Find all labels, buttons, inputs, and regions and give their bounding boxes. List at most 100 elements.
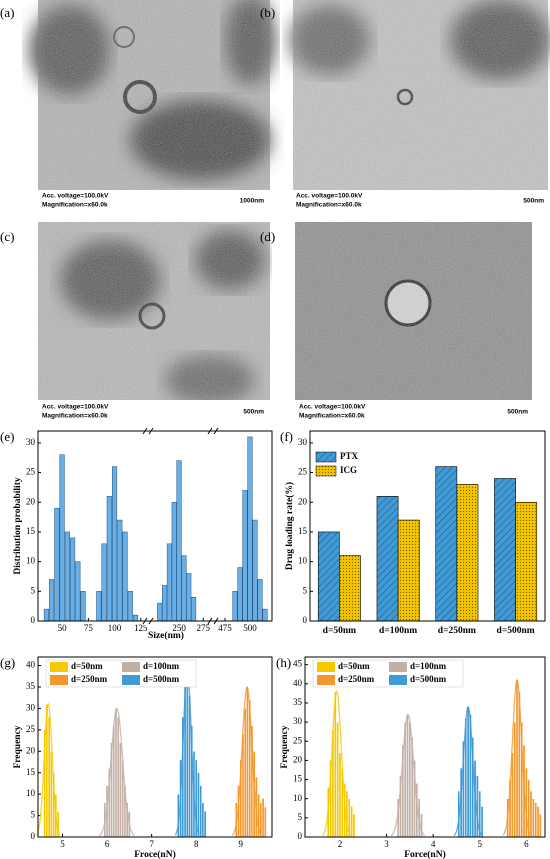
panel-label: (d) <box>260 229 275 244</box>
x-tick-label: 125 <box>134 623 148 633</box>
y-tick-label: 10 <box>26 788 36 798</box>
x-tick-label: 6 <box>105 839 110 849</box>
y-tick-label: 25 <box>26 467 36 477</box>
tem-d <box>295 222 532 422</box>
x-tick-label: d=500nm <box>497 626 535 636</box>
bar <box>75 561 81 622</box>
x-tick-label: 50 <box>58 623 68 633</box>
bar <box>350 806 353 838</box>
x-tick-label: 5 <box>478 839 483 849</box>
voltage: Acc. voltage=100.0kV <box>42 404 109 411</box>
bar <box>101 543 107 622</box>
y-tick-label: 15 <box>293 774 303 784</box>
bar <box>261 798 265 838</box>
fit-curve <box>322 690 352 836</box>
bar <box>376 496 399 622</box>
x-tick-label: 475 <box>218 623 232 633</box>
x-tick-label: d=100nm <box>379 626 417 636</box>
bar <box>185 669 189 838</box>
fit-curve <box>231 685 263 836</box>
y-tick-label: 30 <box>26 437 36 447</box>
magnification: Magnification=x60.0k <box>42 202 108 209</box>
bar <box>513 721 517 838</box>
y-tick-label: 15 <box>26 767 36 777</box>
x-tick-label: d=250nm <box>438 626 476 636</box>
x-axis-label: Froce(nN) <box>134 849 176 859</box>
bar <box>162 585 168 622</box>
x-tick-label: 7 <box>149 839 154 849</box>
charts: (e)50 75 100 125 250 275 475 500Size(nm)0510152… <box>0 427 546 859</box>
legend-swatch <box>122 662 140 672</box>
bar <box>531 798 535 838</box>
bar <box>64 531 70 622</box>
bar <box>338 752 342 838</box>
legend-label: d=50nm <box>71 661 103 671</box>
y-tick-label: 25 <box>26 724 36 734</box>
bar <box>111 466 118 622</box>
bar <box>191 597 197 622</box>
x-tick-label: 500 <box>243 623 257 633</box>
legend-label: d=250nm <box>71 674 108 684</box>
y-tick-label: 20 <box>293 754 303 764</box>
y-tick-label: 0 <box>303 615 308 625</box>
x-tick-label: 250 <box>172 623 186 633</box>
x-tick-label: 5 <box>60 839 65 849</box>
voltage: Acc. voltage=100.0kV <box>296 193 363 200</box>
x-tick-label: 6 <box>524 839 529 849</box>
legend-swatch <box>389 675 407 685</box>
bar <box>408 721 412 838</box>
bar <box>232 591 238 622</box>
magnification: Magnification=x60.0k <box>42 413 108 420</box>
x-tick-label: 275 <box>196 623 210 633</box>
bar <box>534 802 538 838</box>
x-axis-label: Size(nm) <box>148 630 184 641</box>
y-tick-label: 15 <box>298 526 308 536</box>
y-tick-label: 10 <box>26 556 36 566</box>
x-tick-label: 3 <box>384 839 389 849</box>
bar <box>70 537 76 622</box>
bar <box>171 502 177 622</box>
plot-frame <box>304 656 546 838</box>
bar <box>336 721 339 838</box>
y-tick-label: 35 <box>293 697 303 707</box>
y-axis-label: Distribution probability <box>13 477 23 574</box>
bar <box>494 478 516 622</box>
bar <box>197 772 200 838</box>
bar <box>515 501 538 622</box>
x-tick-label: 100 <box>108 623 122 633</box>
y-tick-label: 30 <box>293 716 303 726</box>
bar <box>112 725 116 838</box>
panel-label: (b) <box>260 5 275 20</box>
y-axis-label: Frequency <box>13 725 23 768</box>
scale: 1000nm <box>240 198 264 205</box>
y-tick-label: 40 <box>26 660 36 670</box>
legend-swatch <box>317 675 335 685</box>
scale: 500nm <box>243 409 264 416</box>
panel-label: (e) <box>0 429 14 444</box>
y-tick-label: 20 <box>26 745 36 755</box>
legend-box <box>312 659 464 688</box>
fit-curve <box>453 705 483 837</box>
plot-frame <box>37 656 273 838</box>
bar <box>201 802 205 838</box>
legend-swatch <box>50 675 68 685</box>
bar <box>106 496 112 622</box>
bar <box>397 519 420 622</box>
bar <box>176 460 182 622</box>
y-tick-label: 5 <box>298 812 303 822</box>
bar <box>536 806 540 838</box>
bar <box>119 742 122 838</box>
fit-curve <box>99 707 135 837</box>
bar <box>257 579 263 622</box>
y-tick-label: 0 <box>31 831 36 841</box>
bar <box>406 714 409 838</box>
bar <box>47 716 51 838</box>
fit-curve <box>502 678 532 836</box>
bar <box>480 806 484 838</box>
panel-label: (f) <box>280 429 293 444</box>
y-tick-label: 25 <box>298 467 308 477</box>
y-tick-label: 30 <box>298 437 308 447</box>
y-tick-label: 5 <box>31 585 36 595</box>
legend-box <box>45 659 197 688</box>
bar <box>59 454 65 622</box>
